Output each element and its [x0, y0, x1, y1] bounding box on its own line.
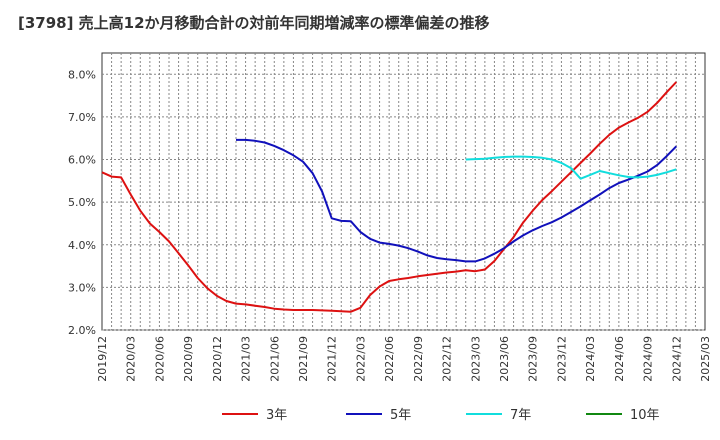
y-tick-label: 2.0% [68, 324, 96, 337]
x-axis-ticks: 2019/12 2020/03 2020/06 2020/09 2020/12 2021/… [96, 336, 712, 382]
x-tick-label: 2024/03 [584, 336, 597, 382]
grid-lines [102, 53, 705, 331]
x-tick-label: 2020/03 [125, 336, 138, 382]
plot-area [101, 52, 706, 331]
x-tick-label: 2024/09 [642, 336, 655, 382]
x-tick-label: 2023/03 [469, 336, 482, 382]
x-tick-label: 2021/06 [268, 336, 281, 382]
legend-item: 3年 [222, 408, 287, 423]
x-tick-label: 2021/09 [297, 336, 310, 382]
series-line-5年 [236, 138, 678, 263]
series-lines [101, 81, 678, 313]
chart-title: [3798] 売上高12か月移動合計の対前年同期増減率の標準偏差の推移 [18, 14, 490, 32]
series-line-3年 [101, 81, 678, 313]
x-tick-label: 2019/12 [96, 336, 109, 382]
x-tick-label: 2022/09 [412, 336, 425, 382]
x-tick-label: 2022/06 [383, 336, 396, 382]
y-tick-label: 8.0% [68, 68, 96, 81]
y-tick-label: 7.0% [68, 111, 96, 124]
legend-label: 7年 [510, 408, 531, 423]
y-axis-ticks: 2.0% 3.0% 4.0% 5.0% 6.0% 7.0% 8.0% [68, 68, 96, 337]
x-tick-label: 2022/12 [441, 336, 454, 382]
y-tick-label: 3.0% [68, 281, 96, 294]
y-tick-label: 4.0% [68, 239, 96, 252]
x-tick-label: 2022/03 [354, 336, 367, 382]
legend-label: 5年 [390, 408, 411, 423]
x-tick-label: 2023/12 [555, 336, 568, 382]
x-tick-label: 2024/12 [670, 336, 683, 382]
x-tick-label: 2021/12 [326, 336, 339, 382]
x-tick-label: 2024/06 [613, 336, 626, 382]
legend: 3年 5年 7年 10年 [222, 408, 660, 423]
legend-label: 10年 [630, 408, 660, 423]
y-tick-label: 5.0% [68, 196, 96, 209]
legend-item: 5年 [346, 408, 411, 423]
x-tick-label: 2020/09 [182, 336, 195, 382]
x-tick-label: 2020/12 [211, 336, 224, 382]
legend-item: 7年 [466, 408, 531, 423]
x-tick-label: 2020/06 [153, 336, 166, 382]
x-tick-label: 2023/09 [527, 336, 540, 382]
x-tick-label: 2025/03 [699, 336, 712, 382]
series-line-7年 [465, 155, 677, 180]
x-tick-label: 2023/06 [498, 336, 511, 382]
legend-item: 10年 [586, 408, 660, 423]
legend-label: 3年 [266, 408, 287, 423]
x-tick-label: 2021/03 [240, 336, 253, 382]
y-tick-label: 6.0% [68, 154, 96, 167]
